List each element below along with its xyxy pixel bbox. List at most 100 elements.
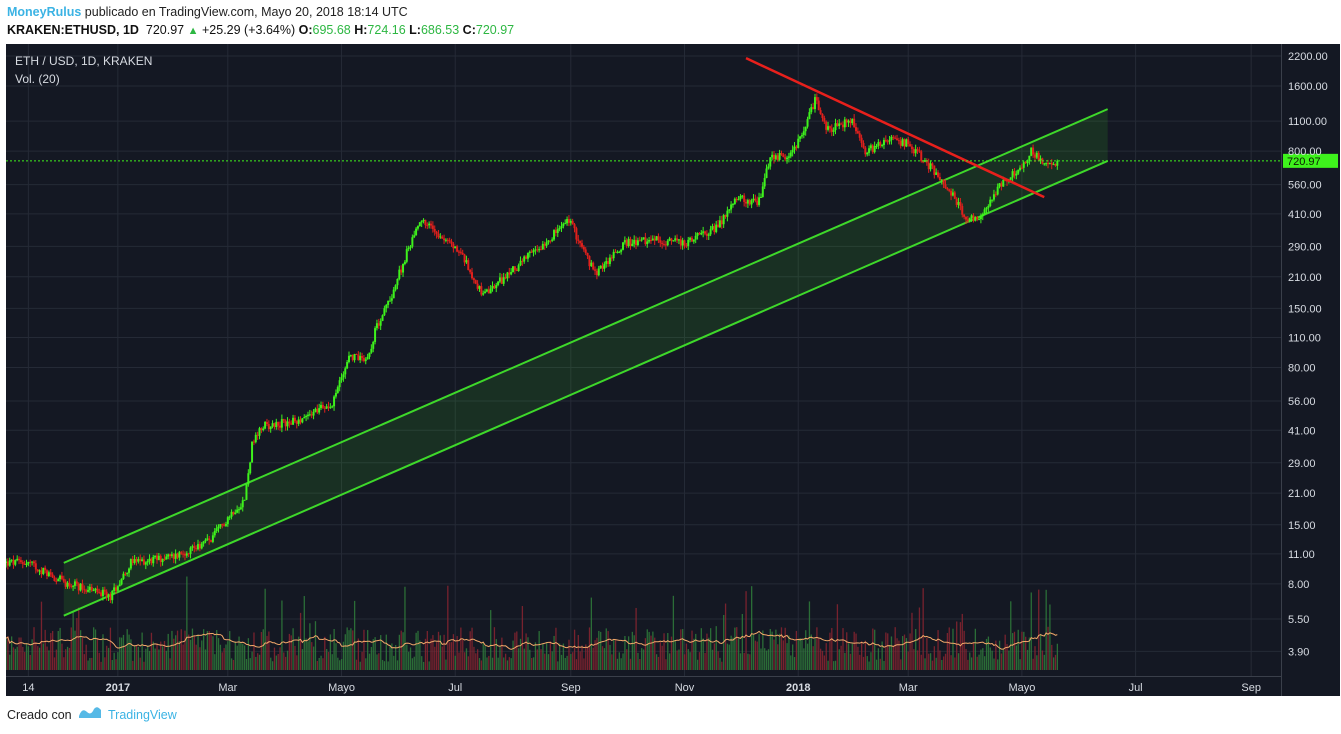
volume-bar <box>404 586 406 670</box>
volume-bar <box>277 653 279 670</box>
candle-body <box>340 377 343 381</box>
volume-bar <box>342 641 345 670</box>
volume-bar <box>93 627 95 670</box>
y-tick-label: 11.00 <box>1288 549 1315 561</box>
candle-body <box>741 195 744 197</box>
volume-bar <box>352 630 354 670</box>
candle-body <box>855 127 857 132</box>
volume-bar <box>1006 644 1008 670</box>
volume-bar <box>782 640 785 670</box>
candle-body <box>909 144 912 147</box>
price-chart[interactable]: 720.97 2200.00 1600.00 1100.00 800.00 560.00… <box>5 44 1340 696</box>
volume-bar <box>365 658 367 670</box>
open-label: O: <box>298 23 313 37</box>
volume-bar <box>286 650 289 670</box>
volume-bar <box>838 649 840 670</box>
candle-body <box>705 233 708 236</box>
candle-body <box>646 241 649 245</box>
volume-bar <box>59 627 61 670</box>
volume-bar <box>370 647 373 670</box>
candle-body <box>1037 152 1040 161</box>
y-tick-label: 1100.00 <box>1288 116 1327 128</box>
candle-body <box>605 261 608 264</box>
plot-background <box>6 44 1281 676</box>
candle-body <box>644 237 647 245</box>
candle-body <box>935 172 938 175</box>
volume-bar <box>424 638 427 670</box>
candle-body <box>81 583 84 590</box>
candle-body <box>513 266 516 270</box>
volume-bar <box>885 632 887 670</box>
candle-body <box>19 560 22 563</box>
x-tick-label: Sep <box>1241 682 1261 694</box>
volume-bar <box>879 658 881 670</box>
candle-body <box>992 194 995 200</box>
tradingview-logo-icon[interactable] <box>78 704 102 725</box>
volume-bar <box>391 643 393 670</box>
volume-bar <box>609 644 611 670</box>
candle-body <box>750 200 753 205</box>
candle-body <box>320 404 323 409</box>
candle-body <box>467 260 470 270</box>
tradingview-link[interactable]: TradingView <box>108 708 177 722</box>
volume-bar <box>52 630 54 670</box>
candle-body <box>579 240 582 244</box>
time-axis-background[interactable] <box>6 676 1281 696</box>
volume-bar <box>210 634 212 670</box>
candle-body <box>135 559 138 562</box>
volume-bar <box>1045 589 1047 670</box>
candle-body <box>849 120 852 124</box>
x-tick-label: Jul <box>1129 682 1143 694</box>
volume-bar <box>646 629 648 670</box>
volume-bar <box>357 638 360 670</box>
candle-body <box>765 168 768 178</box>
volume-bar <box>993 658 995 670</box>
price-axis-background[interactable] <box>1281 44 1340 696</box>
candle-body <box>879 142 882 146</box>
volume-bar <box>31 639 33 670</box>
volume-bar <box>693 638 695 670</box>
candle-body <box>152 557 155 564</box>
candle-body <box>29 561 32 563</box>
volume-bar <box>260 632 263 670</box>
candle-body <box>502 277 505 284</box>
volume-bar <box>937 630 939 670</box>
volume-bar <box>314 621 317 670</box>
volume-bar <box>661 645 663 670</box>
volume-bar <box>902 636 904 670</box>
candle-body <box>72 585 75 587</box>
candle-body <box>210 540 213 542</box>
volume-bar <box>186 576 188 670</box>
candle-body <box>47 572 50 576</box>
candle-body <box>193 546 196 549</box>
volume-bar <box>353 600 356 670</box>
volume-bar <box>167 633 169 670</box>
candle-body <box>636 240 639 246</box>
volume-bar <box>409 647 412 670</box>
author-name[interactable]: MoneyRulus <box>7 5 82 19</box>
candle-body <box>817 100 820 111</box>
volume-bar <box>111 659 113 670</box>
volume-bar <box>603 648 606 670</box>
candle-body <box>614 251 617 253</box>
volume-bar <box>739 653 742 670</box>
volume-bar <box>288 633 291 670</box>
volume-bar <box>445 659 447 670</box>
volume-ma-line <box>5 630 1058 650</box>
volume-bar <box>836 604 839 670</box>
candle-body <box>459 251 462 253</box>
candle-body <box>85 590 88 592</box>
candle-body <box>450 241 453 244</box>
volume-bar <box>691 630 693 670</box>
candle-body <box>260 428 263 431</box>
volume-bar <box>583 658 585 670</box>
volume-bar <box>475 653 477 670</box>
chart-area[interactable]: 720.97 2200.00 1600.00 1100.00 800.00 560.00… <box>5 44 1340 696</box>
candle-body <box>431 225 434 229</box>
volume-bar <box>989 647 991 670</box>
candle-body <box>497 281 500 286</box>
volume-bar <box>710 628 712 670</box>
candle-body <box>504 277 507 279</box>
volume-bar <box>687 649 689 670</box>
candle-body <box>892 136 895 138</box>
